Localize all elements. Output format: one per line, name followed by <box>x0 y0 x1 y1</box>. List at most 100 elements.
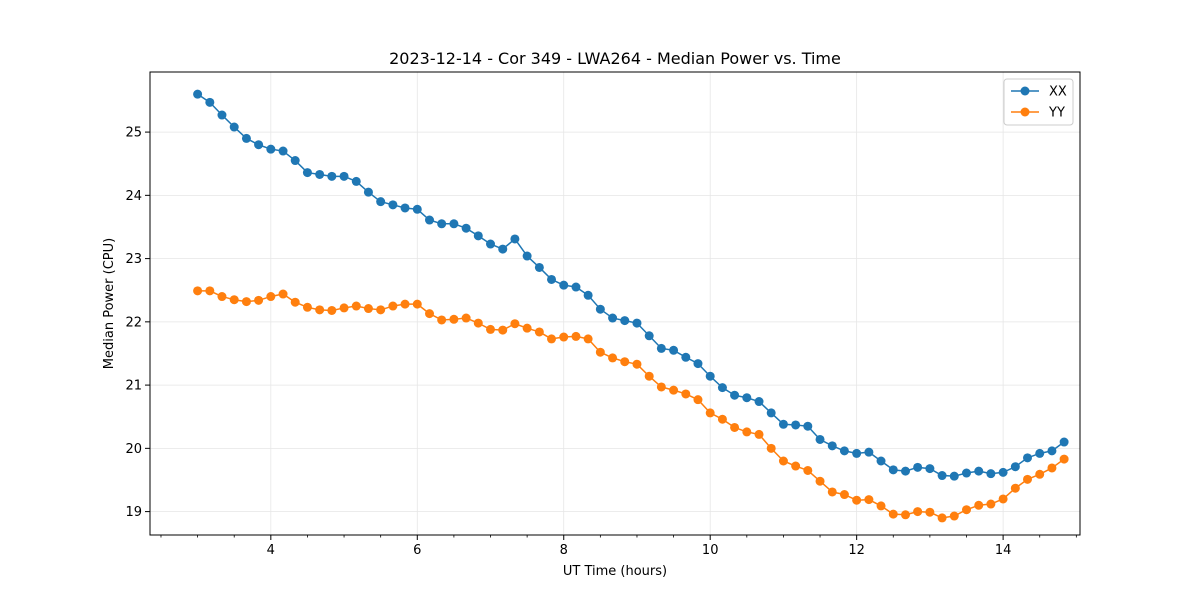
series-yy-point <box>803 465 813 475</box>
y-tick-label: 20 <box>125 442 142 457</box>
series-xx-point <box>742 393 752 403</box>
series-yy-point <box>278 289 288 299</box>
series-yy-point <box>290 297 300 307</box>
series-yy-point <box>693 395 703 405</box>
series-yy-point <box>937 513 947 523</box>
series-xx-point <box>437 219 447 229</box>
series-yy-point <box>437 315 447 325</box>
series-xx-point <box>803 421 813 431</box>
series-yy-point <box>510 319 520 329</box>
series-xx-point <box>363 187 373 197</box>
x-tick-label: 12 <box>848 543 865 558</box>
series-xx-point <box>583 290 593 300</box>
series-xx-point <box>449 219 459 229</box>
series-yy-point <box>717 414 727 424</box>
series-yy-point <box>632 359 642 369</box>
series-yy-point <box>266 292 276 302</box>
series-xx-point <box>522 251 532 261</box>
series-yy-point <box>815 476 825 486</box>
series-yy-point <box>1059 454 1069 464</box>
series-xx-point <box>547 274 557 284</box>
series-xx-point <box>620 316 630 326</box>
series-xx-point <box>901 466 910 476</box>
legend-xx-marker <box>1020 86 1030 96</box>
series-yy-point <box>498 325 508 335</box>
y-tick-label: 19 <box>125 505 142 520</box>
series-xx-point <box>998 467 1008 477</box>
series-yy-point <box>913 507 923 517</box>
series-yy <box>193 286 1069 523</box>
series-xx-point <box>217 110 227 120</box>
series-yy-point <box>449 314 459 324</box>
series-xx-point <box>302 168 312 178</box>
series-xx-point <box>888 465 898 475</box>
series-xx-point <box>461 223 471 233</box>
series-xx <box>193 89 1069 481</box>
series-xx-point <box>1035 448 1045 458</box>
series-yy-point <box>656 382 666 392</box>
series-xx-point <box>1010 462 1020 472</box>
series-yy-point <box>962 505 971 515</box>
series-xx-point <box>730 390 740 400</box>
series-yy-point <box>327 305 337 315</box>
series-yy-point <box>888 509 898 519</box>
series-yy-point <box>827 487 837 497</box>
series-xx-point <box>412 204 422 214</box>
series-yy-point <box>730 422 740 432</box>
series-xx-point <box>913 462 923 472</box>
series-xx-point <box>876 456 886 466</box>
y-tick-label: 23 <box>125 252 142 267</box>
series-xx-point <box>681 352 691 362</box>
series-xx-point <box>986 469 996 479</box>
series-yy-point <box>705 408 715 418</box>
y-tick-label: 24 <box>125 189 142 204</box>
series-xx-point <box>693 359 703 369</box>
chart-title: 2023-12-14 - Cor 349 - LWA264 - Median P… <box>389 49 841 68</box>
series-xx-point <box>766 408 776 418</box>
series-yy-point <box>742 427 752 437</box>
series-yy-point <box>241 297 251 307</box>
series-yy-point <box>998 494 1008 504</box>
series-yy-point <box>363 304 373 314</box>
y-tick-label: 22 <box>125 315 142 330</box>
series-yy-point <box>254 295 264 305</box>
series-yy-point <box>473 318 483 328</box>
series-yy-point <box>766 443 776 453</box>
series-yy-point <box>608 353 618 363</box>
series-xx-point <box>949 471 959 481</box>
series-yy-point <box>974 500 984 510</box>
series-yy-point <box>217 292 227 302</box>
series-xx-point <box>1059 437 1069 447</box>
x-tick-label: 6 <box>413 543 421 558</box>
series-xx-point <box>571 282 581 292</box>
series-yy-point <box>425 309 435 319</box>
series-yy-point <box>461 313 471 323</box>
series-xx-point <box>559 280 569 290</box>
series-xx-point <box>266 144 276 154</box>
series-yy-point <box>986 499 996 509</box>
x-tick-label: 14 <box>995 543 1012 558</box>
series-yy-point <box>791 461 801 471</box>
series-xx-point <box>778 419 788 429</box>
ticks: 4 6 8 10 12 14 19 20 21 22 23 24 25 <box>125 126 1077 558</box>
series-yy-point <box>583 334 593 344</box>
series-yy-point <box>534 327 544 337</box>
series-xx-point <box>644 331 654 341</box>
series-xx-point <box>608 313 618 323</box>
legend-xx-label: XX <box>1049 85 1067 100</box>
series-yy-point <box>644 371 654 381</box>
series <box>193 89 1069 523</box>
series-xx-point <box>486 239 496 249</box>
series-yy-point <box>778 456 788 466</box>
x-tick-label: 4 <box>267 543 275 558</box>
series-xx-point <box>791 420 801 430</box>
series-yy-point <box>351 301 361 311</box>
series-xx-point <box>669 345 679 355</box>
x-tick-label: 8 <box>560 543 568 558</box>
series-xx-point <box>754 397 764 407</box>
series-xx-point <box>400 203 410 213</box>
series-xx-point <box>498 244 508 254</box>
series-xx-point <box>327 171 337 181</box>
series-yy-point <box>229 295 239 305</box>
series-xx-point <box>205 97 215 107</box>
